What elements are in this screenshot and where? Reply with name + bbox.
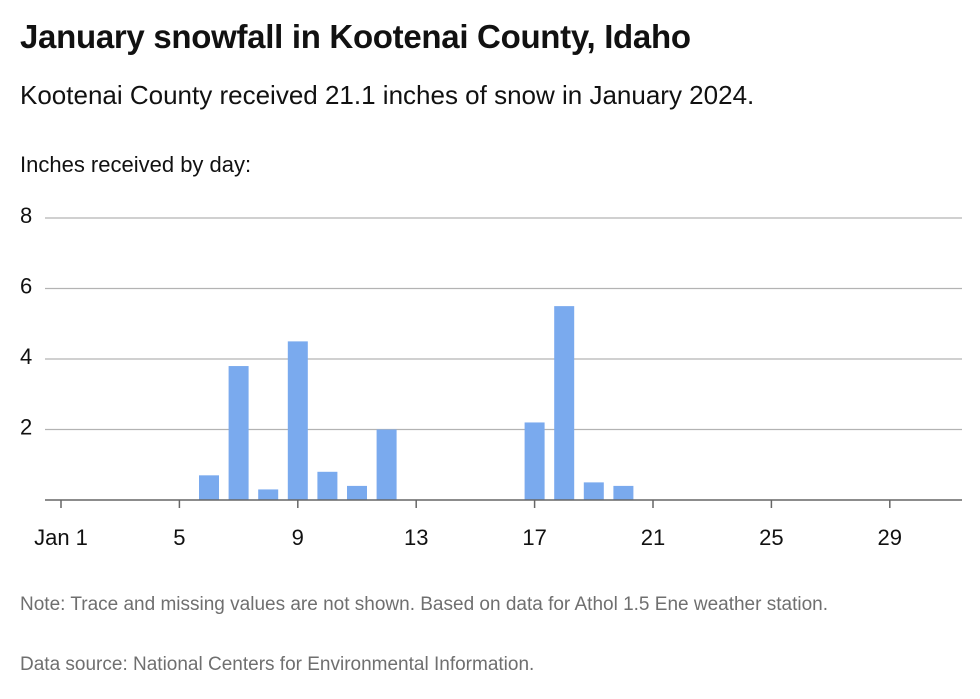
x-tick-label: 25	[759, 525, 783, 550]
y-axis-label: Inches received by day:	[20, 152, 252, 177]
x-axis-ticks: Jan 1 5 9 13 17 21 25 29	[34, 500, 902, 550]
bar	[583, 482, 604, 500]
bar	[199, 475, 219, 500]
x-tick-label: 29	[878, 525, 902, 550]
chart-subtitle: Kootenai County received 21.1 inches of …	[20, 80, 755, 110]
x-tick-label: 5	[173, 525, 185, 550]
x-tick-label: 13	[404, 525, 428, 550]
x-tick-label: 17	[522, 525, 546, 550]
bar	[524, 422, 545, 500]
bar-chart: 2 4 6 8 Jan 1 5 9 13 17 21 25 29	[20, 203, 962, 550]
y-tick-label: 4	[20, 344, 32, 369]
bar	[258, 489, 279, 500]
chart-source: Data source: National Centers for Enviro…	[20, 654, 535, 675]
x-tick-label: 21	[641, 525, 665, 550]
x-tick-label: Jan 1	[34, 525, 88, 550]
bar	[228, 366, 249, 500]
chart-title: January snowfall in Kootenai County, Ida…	[20, 18, 691, 55]
bar	[613, 485, 634, 500]
bars	[199, 306, 634, 500]
bar	[376, 429, 397, 500]
y-tick-label: 6	[20, 273, 32, 298]
bar	[287, 341, 308, 500]
bar	[347, 485, 367, 500]
grid-lines	[45, 217, 962, 431]
bar	[317, 471, 338, 500]
y-tick-label: 8	[20, 203, 32, 228]
bar	[554, 306, 575, 500]
chart-note: Note: Trace and missing values are not s…	[20, 594, 828, 615]
x-tick-label: 9	[292, 525, 304, 550]
y-axis-ticks: 2 4 6 8	[20, 203, 32, 440]
y-tick-label: 2	[20, 414, 32, 439]
